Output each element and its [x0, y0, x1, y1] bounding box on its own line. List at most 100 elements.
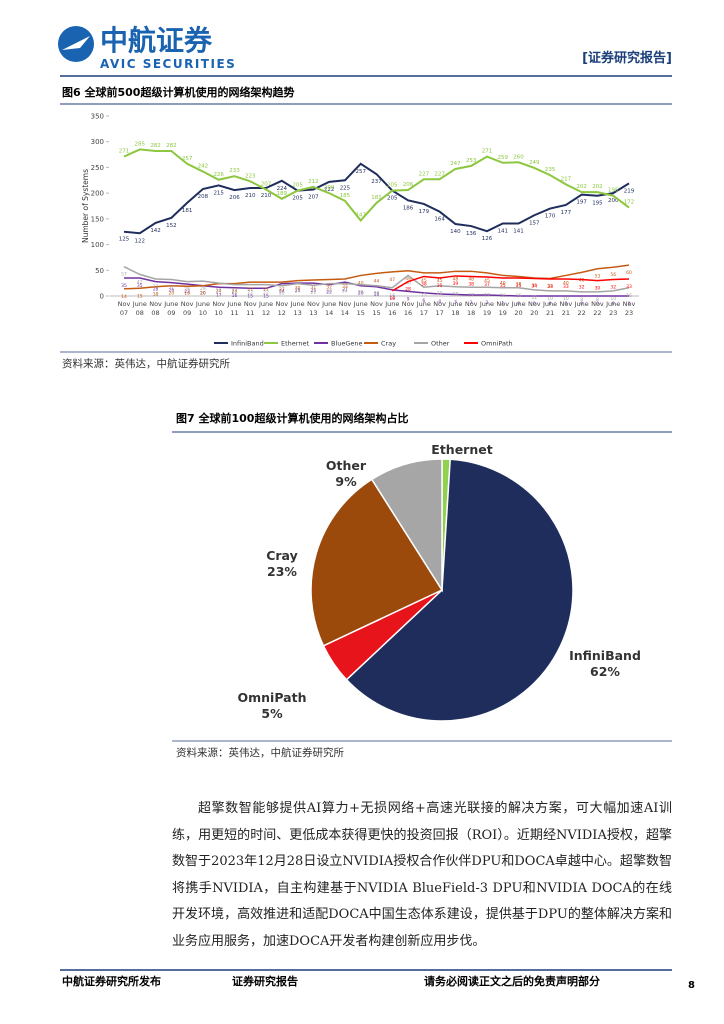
data-label: 21	[311, 290, 317, 296]
data-label: 39	[453, 281, 459, 287]
data-label: 24	[326, 289, 332, 295]
slice-label: OmniPath	[238, 690, 307, 705]
legend-label: BlueGene	[331, 340, 363, 348]
data-label: 8	[596, 297, 599, 303]
x-tick-label: June	[226, 300, 241, 308]
data-label: 22	[358, 290, 364, 296]
data-label: 210	[261, 193, 272, 199]
data-label: 142	[150, 228, 161, 234]
data-label: 157	[529, 220, 540, 226]
x-tick-label: Nov	[433, 300, 446, 308]
data-label: 35	[500, 283, 506, 289]
data-label: 271	[119, 149, 130, 155]
x-tick-label: 14	[341, 309, 349, 317]
data-label: 24	[279, 289, 285, 295]
x-tick-label: June	[321, 300, 336, 308]
data-label: 47	[389, 277, 395, 283]
slice-value: 5%	[261, 706, 283, 721]
data-label: 20	[279, 291, 285, 297]
data-label: 27	[263, 287, 269, 293]
data-label: 40	[405, 280, 411, 286]
logo-cn: 中航证券	[100, 24, 213, 57]
x-tick-label: June	[290, 300, 305, 308]
x-tick-label: 19	[483, 309, 491, 317]
footer-left: 中航证券研究所发布	[62, 974, 161, 988]
x-tick-label: June	[384, 300, 399, 308]
x-tick-label: Nov	[149, 300, 162, 308]
data-label: 226	[213, 172, 224, 178]
data-label: 35	[121, 283, 127, 289]
slice-value: 9%	[335, 474, 357, 489]
y-tick-label: 150	[91, 215, 104, 223]
x-tick-label: June	[574, 300, 589, 308]
data-label: 10	[563, 296, 569, 302]
x-tick-label: 17	[420, 309, 428, 317]
footer-right: 请务必阅读正文之后的免责声明部分	[424, 974, 600, 988]
x-tick-label: 12	[278, 309, 286, 317]
data-label: 25	[311, 288, 317, 294]
body-paragraph: 超擎数智能够提供AI算力+无损网络+高速光联接的解决方案，可大幅加速AI训练，用…	[172, 801, 672, 949]
x-tick-label: 08	[151, 309, 159, 317]
data-label: 206	[229, 195, 240, 201]
x-tick-label: Nov	[118, 300, 131, 308]
x-tick-label: 10	[215, 309, 223, 317]
data-label: 285	[135, 141, 146, 147]
y-tick-label: 200	[91, 190, 104, 198]
data-label: 195	[592, 201, 603, 207]
data-label: 207	[308, 195, 319, 201]
data-label: 14	[121, 294, 127, 300]
data-label: 10	[547, 296, 553, 302]
data-label: 42	[137, 279, 143, 285]
pie-slice	[345, 458, 574, 722]
data-label: 271	[482, 149, 493, 155]
data-label: 259	[498, 155, 509, 161]
data-label: 38	[421, 281, 427, 287]
data-label: 33	[563, 284, 569, 290]
slice-value: 62%	[590, 664, 620, 679]
data-label: 17	[216, 292, 222, 298]
data-label: 205	[292, 183, 303, 189]
x-tick-label: 22	[593, 309, 601, 317]
x-tick-label: 19	[499, 309, 507, 317]
data-label: 20	[374, 291, 380, 297]
x-tick-label: Nov	[307, 300, 320, 308]
slice-label: Ethernet	[431, 442, 492, 457]
data-label: 22	[326, 290, 332, 296]
data-label: 31	[311, 285, 317, 291]
slice-label: Other	[326, 458, 367, 473]
x-tick-label: Nov	[402, 300, 415, 308]
data-label: 33	[547, 284, 553, 290]
data-label: 16	[516, 293, 522, 299]
data-label: 202	[576, 184, 587, 190]
series-line	[123, 162, 630, 235]
y-tick-label: 300	[91, 138, 104, 146]
data-label: 44	[374, 278, 380, 284]
slice-value: 23%	[267, 564, 297, 579]
legend-label: OmniPath	[481, 340, 513, 348]
x-tick-label: 07	[120, 309, 128, 317]
x-tick-label: 20	[514, 309, 522, 317]
data-label: 152	[166, 223, 177, 229]
data-label: 28	[153, 287, 159, 293]
data-label: 227	[419, 171, 430, 177]
x-tick-label: 11	[230, 309, 238, 317]
data-label: 202	[592, 184, 603, 190]
x-tick-label: 13	[293, 309, 301, 317]
data-label: 26	[168, 288, 174, 294]
x-tick-label: 16	[404, 309, 412, 317]
data-label: 141	[498, 228, 509, 234]
x-tick-label: Nov	[370, 300, 383, 308]
data-label: 181	[182, 208, 193, 214]
data-label: 24	[232, 289, 238, 295]
x-tick-label: June	[479, 300, 494, 308]
data-label: 45	[484, 278, 490, 284]
report-tag: [证券研究报告]	[582, 50, 672, 66]
y-tick-label: 250	[91, 164, 104, 172]
x-tick-label: 15	[357, 309, 365, 317]
x-tick-label: 20	[530, 309, 538, 317]
x-tick-label: Nov	[244, 300, 257, 308]
data-label: 15	[263, 293, 269, 299]
data-label: 23	[184, 289, 190, 295]
data-label: 25	[295, 288, 301, 294]
